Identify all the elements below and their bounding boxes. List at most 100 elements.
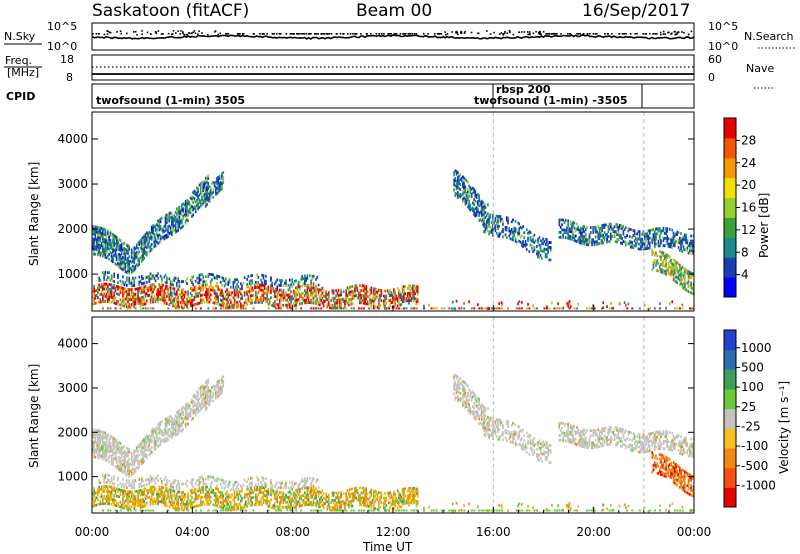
power-echo xyxy=(222,302,225,305)
power-echo xyxy=(187,209,189,213)
power-baseline-echo xyxy=(290,307,293,310)
power-echo xyxy=(196,199,198,202)
power-echo xyxy=(337,289,340,292)
power-echo xyxy=(327,303,330,307)
power-echo xyxy=(132,298,134,301)
velocity-echo xyxy=(164,425,167,428)
velocity-echo xyxy=(166,417,168,420)
velocity-echo xyxy=(169,432,172,435)
power-echo xyxy=(186,208,188,212)
velocity-echo xyxy=(188,502,191,505)
power-echo xyxy=(223,302,226,306)
velocity-echo xyxy=(173,506,176,510)
velocity-echo xyxy=(182,503,184,506)
power-echo xyxy=(140,277,143,281)
power-echo xyxy=(148,293,151,297)
power-echo xyxy=(128,279,131,283)
power-echo xyxy=(173,219,176,222)
velocity-echo xyxy=(119,488,122,492)
power-echo xyxy=(568,227,571,231)
power-echo xyxy=(469,203,472,207)
velocity-echo xyxy=(130,463,133,467)
power-echo xyxy=(104,295,107,298)
velocity-echo xyxy=(123,501,126,505)
noise-search-dot xyxy=(512,33,515,36)
power-echo xyxy=(107,229,109,233)
velocity-echo xyxy=(103,431,105,434)
power-echo xyxy=(588,233,591,237)
power-echo xyxy=(94,301,97,305)
velocity-echo xyxy=(110,462,113,465)
power-echo xyxy=(627,227,630,231)
power-echo xyxy=(597,237,600,241)
noise-search-dot xyxy=(225,33,227,35)
power-echo xyxy=(561,228,563,232)
power-colorbar-swatch xyxy=(724,157,736,179)
power-echo xyxy=(145,236,148,240)
power-echo xyxy=(325,298,327,301)
power-echo xyxy=(608,225,611,229)
power-ytick-label: 2000 xyxy=(57,222,88,236)
velocity-echo xyxy=(228,495,231,499)
velocity-echo xyxy=(95,451,98,454)
velocity-echo xyxy=(150,490,153,494)
power-echo xyxy=(646,232,648,236)
power-echo xyxy=(660,250,662,254)
power-echo xyxy=(296,298,299,302)
power-echo xyxy=(451,300,454,304)
velocity-echo xyxy=(207,402,210,406)
power-echo xyxy=(192,298,194,302)
power-echo xyxy=(568,300,571,303)
power-echo xyxy=(682,245,685,249)
power-echo xyxy=(158,283,161,286)
power-echo xyxy=(383,302,385,305)
power-echo xyxy=(524,239,527,243)
power-echo xyxy=(641,240,643,244)
power-echo xyxy=(389,294,391,297)
velocity-echo xyxy=(159,428,162,432)
power-echo xyxy=(238,290,241,294)
power-ytick-label: 4000 xyxy=(57,132,88,146)
power-echo xyxy=(133,305,136,309)
power-echo xyxy=(120,301,123,305)
power-echo xyxy=(403,295,405,298)
power-echo xyxy=(362,294,365,298)
power-echo xyxy=(194,210,197,214)
velocity-echo xyxy=(113,498,115,502)
noise-search-dot xyxy=(622,33,624,35)
power-echo xyxy=(681,273,684,276)
velocity-echo xyxy=(125,446,128,450)
power-echo xyxy=(145,299,148,303)
power-echo xyxy=(197,195,199,198)
power-echo xyxy=(601,226,603,230)
power-echo xyxy=(92,237,94,241)
velocity-echo xyxy=(113,447,115,450)
power-echo xyxy=(677,238,680,242)
power-echo xyxy=(110,259,113,263)
power-echo xyxy=(158,226,161,229)
power-echo xyxy=(672,239,675,242)
power-echo xyxy=(214,302,217,305)
power-ytick-label: 1000 xyxy=(57,267,88,281)
power-baseline-echo xyxy=(230,307,232,310)
power-echo xyxy=(662,264,665,267)
power-echo xyxy=(386,289,389,293)
velocity-echo xyxy=(158,429,161,433)
velocity-echo xyxy=(147,435,149,439)
power-echo xyxy=(616,240,618,244)
power-echo xyxy=(245,298,247,302)
power-echo xyxy=(480,199,483,203)
power-echo xyxy=(396,287,399,290)
power-echo xyxy=(531,244,533,248)
power-echo xyxy=(207,174,210,178)
power-echo xyxy=(203,197,206,201)
velocity-echo xyxy=(105,485,108,488)
velocity-echo xyxy=(171,433,173,437)
power-echo xyxy=(171,280,173,284)
power-echo xyxy=(657,269,660,273)
velocity-echo xyxy=(105,497,108,501)
power-echo xyxy=(198,284,201,288)
power-echo xyxy=(593,225,596,229)
power-echo xyxy=(115,284,118,288)
power-echo xyxy=(104,233,107,237)
